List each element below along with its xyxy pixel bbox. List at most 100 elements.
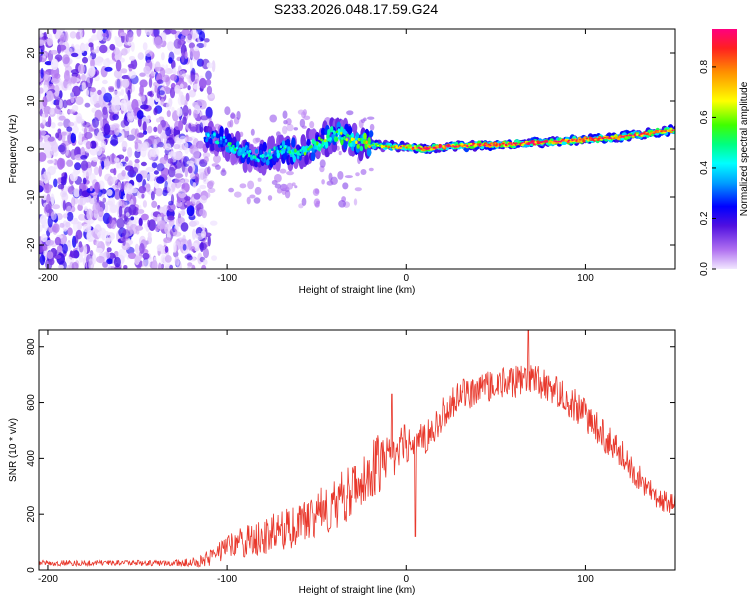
spectrogram-noise-cell (70, 132, 77, 144)
spectrogram-noise-cell (39, 185, 44, 193)
spectrogram-signal-cell (349, 139, 352, 144)
spectrogram-noise-cell (40, 233, 48, 243)
spectrogram-signal-cell (548, 141, 551, 143)
spectrogram-noise-cell (151, 200, 158, 208)
spectrogram-haze-cell (301, 197, 307, 206)
spectrogram-signal-cell (599, 137, 602, 139)
spectrogram-signal-cell (444, 144, 448, 147)
spectrogram-noise-cell (78, 131, 83, 144)
spectrogram-noise-cell (156, 176, 165, 184)
spectrogram-noise-cell (155, 187, 163, 197)
spectrogram-haze-cell (286, 123, 294, 132)
spectrogram-noise-cell (166, 110, 171, 118)
spectrogram-noise-cell (179, 135, 187, 144)
spectrogram-signal-cell (664, 130, 668, 132)
spectrogram-x-ticks: -200 -100 0 100 (38, 29, 594, 284)
spectrogram-noise-cell (104, 66, 113, 72)
spectrogram-noise-cell (56, 245, 63, 253)
chart-title: S233.2026.048.17.59.G24 (274, 1, 438, 17)
spectrogram-noise-cell (74, 162, 82, 171)
spectrogram-haze-cell (207, 187, 216, 193)
spectrogram-noise-cell (118, 214, 127, 219)
spectrogram-noise-cell (85, 141, 92, 150)
colorbar: 0.0 0.2 0.4 0.6 0.8 Normalized spectral ampl… (699, 29, 750, 276)
spectrogram-noise-cell (95, 55, 103, 67)
spectrogram-noise-cell (68, 121, 75, 127)
snr-y-label: SNR (10 * v/v) (8, 418, 19, 482)
spectrogram-noise-cell (40, 173, 48, 182)
spectrogram-haze-cell (249, 194, 256, 199)
spectrogram-noise-cell (71, 261, 79, 269)
spectrogram-noise-cell (43, 84, 48, 93)
spectrogram-signal-cell (441, 145, 445, 147)
spectrogram-noise-cell (164, 255, 172, 263)
spectrogram-signal-cell (429, 146, 432, 149)
spectrogram-noise-cell (186, 199, 191, 207)
spectrogram-signal-cell (613, 137, 616, 139)
spectrogram-noise-cell (188, 108, 192, 116)
spectrogram-noise-cell (46, 90, 54, 102)
spectrogram-haze-cell (342, 182, 349, 190)
spectrogram-noise-cell (142, 252, 150, 260)
snr-frame (38, 329, 676, 571)
spectrogram-noise-cell (117, 181, 121, 189)
spectrogram-signal-cell (555, 140, 558, 143)
spectrogram-haze-cell (344, 175, 353, 179)
spectrogram-noise-cell (141, 193, 145, 199)
spectrogram-signal-cell (352, 137, 355, 141)
spectrogram-noise-cell (206, 85, 213, 95)
spectrogram-haze-cell (301, 125, 307, 129)
snr-panel: -200 -100 0 100 0 200 400 600 800 Height of str… (8, 329, 676, 596)
spectrogram-signal-cell (649, 132, 653, 134)
spectrogram-y-ticks: -20 -10 0 10 20 (26, 47, 675, 252)
spectrogram-noise-cell (104, 158, 110, 170)
spectrogram-noise-cell (188, 123, 192, 129)
spectrogram-noise-cell (59, 222, 65, 228)
spectrogram-noise-cell (142, 42, 148, 51)
spectrogram-signal-cell (279, 145, 283, 149)
spectrogram-noise-cell (43, 31, 47, 40)
spectrogram-signal-cell (330, 126, 334, 133)
spectrogram-signal-cell (216, 141, 220, 145)
spectrogram-haze-cell (367, 116, 375, 120)
spectrogram-noise-cell (120, 88, 125, 96)
spectrogram-noise-cell (129, 166, 134, 178)
spectrogram-signal-cell (254, 148, 259, 154)
spectrogram-noise-cell (39, 135, 43, 143)
snr-plot-area (39, 330, 675, 568)
spectrogram-noise-cell (194, 157, 200, 166)
spectrogram-noise-cell (150, 191, 155, 201)
colorbar-tick-label: 0.0 (699, 262, 710, 276)
spectrogram-signal-cell (236, 140, 240, 148)
spectrogram-signal-cell (268, 148, 272, 153)
spectrogram-noise-cell (128, 70, 137, 79)
spectrogram-noise-cell (43, 134, 51, 144)
spectrogram-haze-cell (298, 203, 304, 209)
spectrogram-noise-cell (164, 85, 170, 92)
spectrogram-haze-cell (360, 118, 366, 124)
spectrogram-signal-cell (451, 145, 455, 147)
spectrogram-noise-cell (121, 75, 131, 80)
spectrogram-noise-cell (46, 251, 54, 260)
spectrogram-haze-cell (230, 112, 235, 119)
spectrogram-noise-cell (113, 47, 120, 55)
spectrogram-noise-cell (182, 116, 187, 125)
snr-y-ticks: 0 200 400 600 800 (26, 338, 675, 573)
spectrogram-noise-cell (62, 243, 68, 254)
spectrogram-noise-cell (156, 79, 164, 84)
spectrogram-haze-cell (257, 177, 262, 182)
spectrogram-signal-cell (359, 145, 364, 152)
spectrogram-noise-cell (173, 242, 177, 253)
spectrogram-noise-cell (191, 264, 196, 269)
spectrogram-noise-cell (184, 196, 191, 201)
spectrogram-signal-cell (602, 137, 605, 139)
spectrogram-noise-cell (166, 102, 172, 111)
spectrogram-signal-cell (327, 129, 331, 136)
spectrogram-noise-cell (180, 222, 189, 232)
spectrogram-noise-cell (203, 247, 209, 259)
spectrogram-noise-cell (57, 264, 64, 269)
spectrogram-noise-cell (139, 84, 144, 96)
spectrogram-noise-cell (80, 43, 90, 52)
colorbar-tick-label: 0.4 (699, 161, 710, 175)
spectrogram-noise-cell (143, 223, 148, 229)
